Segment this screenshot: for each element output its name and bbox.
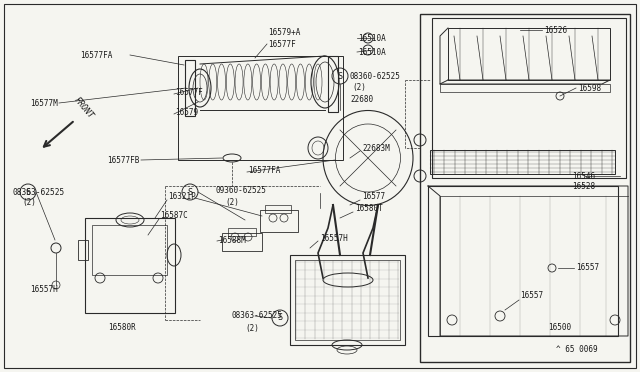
Text: (2): (2) [22,198,36,206]
Text: 16528: 16528 [572,182,595,190]
Text: S: S [188,187,193,196]
Text: 16321P: 16321P [168,192,196,201]
Text: 16580R: 16580R [108,324,136,333]
Bar [92,225,167,275]
Text: 16577FA: 16577FA [80,51,113,60]
Text: 16557H: 16557H [30,285,58,295]
Bar [222,233,262,251]
Text: 16577F: 16577F [268,39,296,48]
Bar [432,18,626,178]
Text: 22680: 22680 [350,94,373,103]
Bar [440,84,610,92]
Text: 16598: 16598 [578,83,601,93]
Bar [185,60,195,116]
Text: ^ 65 0069: ^ 65 0069 [556,346,598,355]
Text: (2): (2) [225,198,239,206]
Text: S: S [337,71,342,80]
Text: (2): (2) [245,324,259,333]
Text: S: S [278,314,282,323]
Text: (2): (2) [352,83,366,92]
Text: 08363-62525: 08363-62525 [12,187,64,196]
Bar [228,228,256,236]
Text: 16557H: 16557H [320,234,348,243]
Bar [260,210,298,232]
Text: 16526: 16526 [544,26,567,35]
Text: 16587C: 16587C [160,211,188,219]
Bar [265,205,291,213]
Text: 22683M: 22683M [362,144,390,153]
Text: 08360-62525: 08360-62525 [350,71,401,80]
Bar [290,255,405,345]
Bar [295,260,400,340]
Bar [78,240,88,260]
Text: 16577F: 16577F [175,87,203,96]
Bar [420,14,630,362]
Bar [85,218,175,313]
Text: 16500: 16500 [548,324,571,333]
Text: 16577M: 16577M [30,99,58,108]
Text: S: S [26,187,31,196]
Text: 16577FB: 16577FB [108,155,140,164]
Text: 16577FA: 16577FA [248,166,280,174]
Text: 16579: 16579 [175,108,198,116]
Bar [178,56,343,160]
Text: 16557: 16557 [520,292,543,301]
Bar [328,56,338,112]
Text: 16546: 16546 [572,171,595,180]
Text: 16510A: 16510A [358,33,386,42]
Text: 08363-62525: 08363-62525 [232,311,283,321]
Text: 16577: 16577 [362,192,385,201]
Bar [430,150,615,174]
Text: 09360-62525: 09360-62525 [215,186,266,195]
Text: 16580T: 16580T [355,203,383,212]
Bar [428,186,618,336]
Text: 16557: 16557 [576,263,599,273]
Text: 16588M: 16588M [218,235,246,244]
Text: 16510A: 16510A [358,48,386,57]
Text: 16579+A: 16579+A [268,28,300,36]
Text: FRONT: FRONT [72,96,95,121]
